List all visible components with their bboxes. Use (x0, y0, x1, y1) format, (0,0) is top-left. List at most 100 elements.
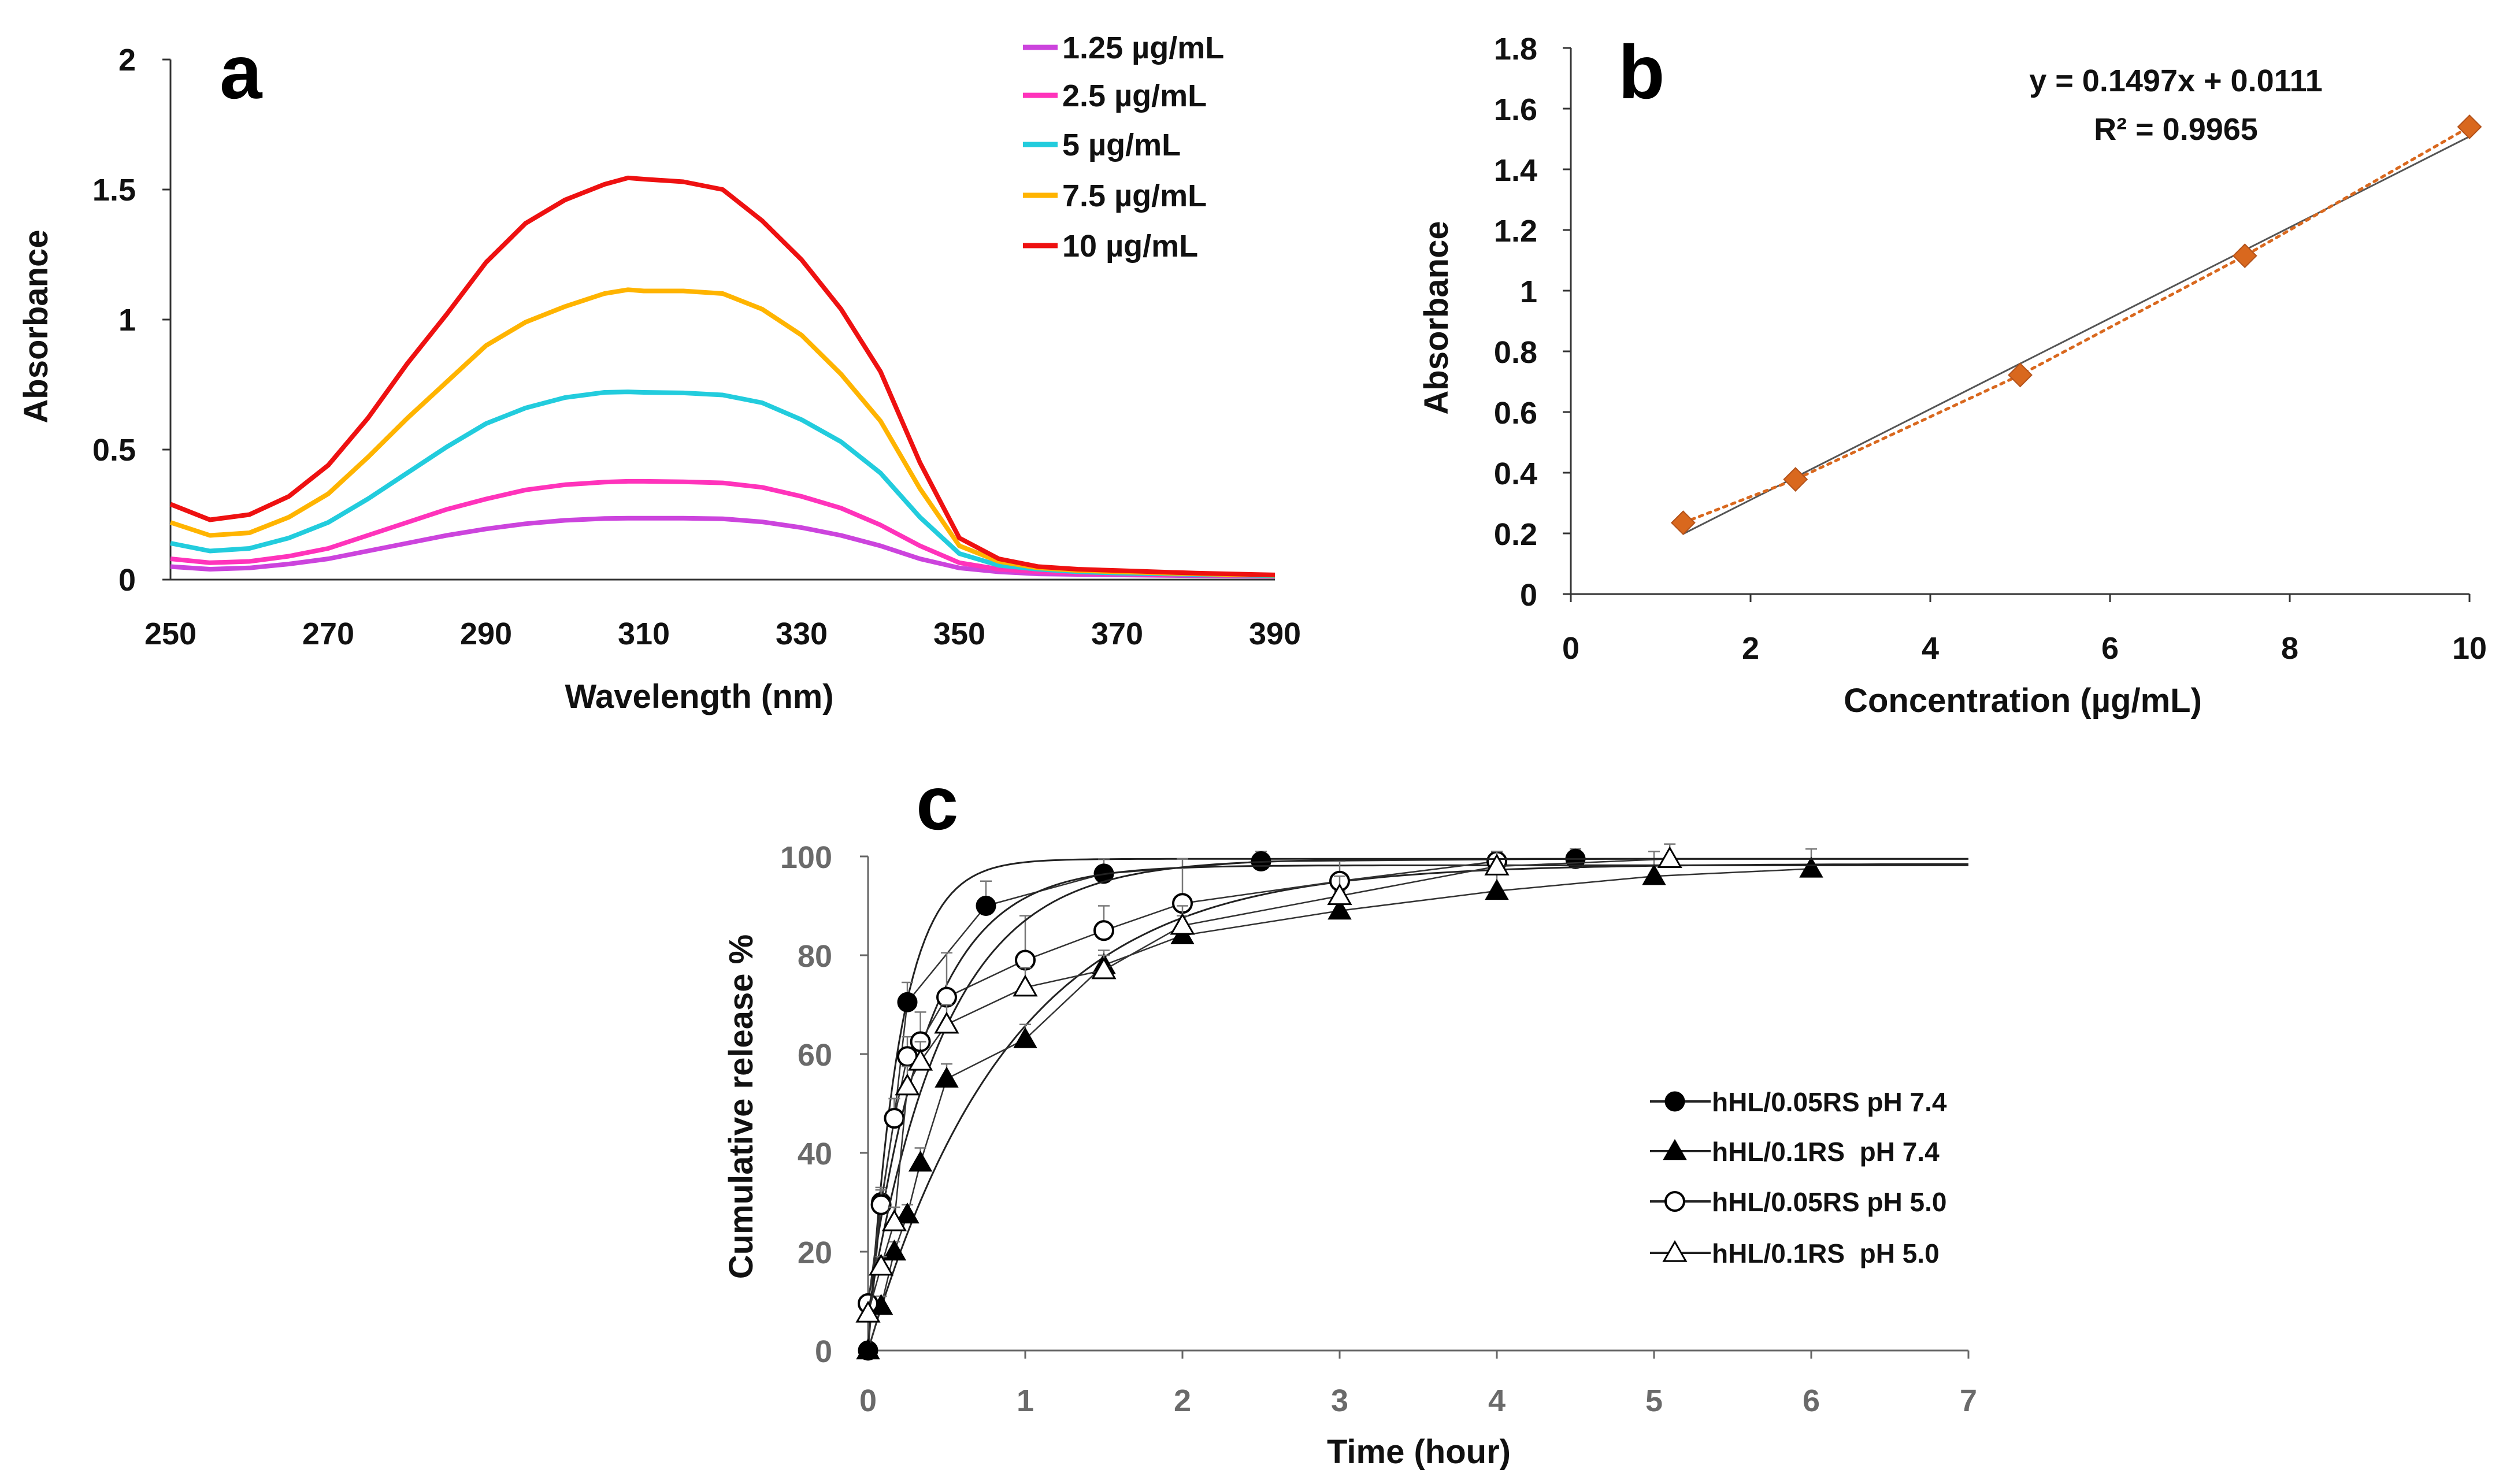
panel-c-y-axis-label: Cumulative release % (722, 934, 760, 1279)
legend-marker-filled-triangle (1663, 1138, 1687, 1160)
marker-open-triangle (934, 1011, 959, 1034)
series-fit-curve-3 (867, 864, 1968, 1304)
legend-label-7-5: 7.5 µg/mL (1062, 179, 1207, 213)
panel-c-y-tick: 80 (798, 939, 832, 974)
legend-label-hhl-01rs-ph50: hHL/0.1RS pH 5.0 (1712, 1238, 1940, 1268)
panel-b-y-tick: 1 (1520, 274, 1537, 309)
panel-b-y-tick: 0.4 (1494, 457, 1537, 491)
marker-open-circle (1015, 949, 1036, 971)
panel-b-r-squared: R² = 0.9965 (2094, 112, 2258, 147)
panel-c-y-tick: 0 (815, 1334, 832, 1369)
panel-a-y-tick: 1 (118, 303, 136, 337)
panel-b-x-axis-label: Concentration (µg/mL) (1844, 682, 2202, 719)
panel-b-x-tick: 6 (2101, 631, 2119, 666)
panel-a-y-ticks: 0 0.5 1 1.5 2 (92, 43, 136, 598)
panel-a-legend: 1.25 µg/mL 2.5 µg/mL 5 µg/mL 7.5 µg/mL 1… (1023, 31, 1224, 264)
panel-b-x-tick: 4 (1922, 631, 1939, 666)
panel-c-y-ticks: 0 20 40 60 80 100 (780, 840, 832, 1369)
panel-b-y-tick: 1.6 (1494, 92, 1537, 127)
panel-b-x-tick: 2 (1742, 631, 1759, 666)
data-point-diamond (2232, 243, 2257, 269)
legend-marker-open-triangle (1662, 1240, 1688, 1262)
panel-b: b 0 0.2 0.4 0.6 0.8 1 1.2 1.4 1.6 1.8 0 … (1418, 29, 2487, 719)
marker-open-triangle (1484, 854, 1510, 875)
panel-c-x-tick: 4 (1488, 1383, 1506, 1418)
panel-c-x-tick: 2 (1174, 1383, 1191, 1418)
panel-c-label: c (916, 760, 958, 845)
panel-c-x-ticks: 0 1 2 3 4 5 6 7 (859, 1383, 1977, 1418)
marker-open-triangle (855, 1300, 881, 1323)
panel-c-legend: hHL/0.05RS pH 7.4 hHL/0.1RS pH 7.4 hHL/0… (1650, 1087, 1947, 1268)
panel-a-y-tick: 0 (118, 563, 136, 598)
panel-c-y-tick: 40 (798, 1137, 832, 1171)
panel-a-x-ticks: 250 270 290 310 330 350 370 390 (144, 617, 1301, 651)
panel-b-plot-area (1563, 47, 2482, 602)
series-line-3 (170, 389, 1275, 578)
panel-a-plot-area (162, 58, 1275, 581)
data-point-diamond (1670, 510, 1696, 536)
marker-filled-circle (897, 992, 918, 1012)
panel-c-x-tick: 0 (859, 1383, 877, 1418)
panel-b-x-tick: 10 (2452, 631, 2487, 666)
panel-a-label: a (220, 29, 263, 114)
panel-c-x-tick: 6 (1803, 1383, 1820, 1418)
marker-open-triangle (1657, 846, 1682, 869)
panel-a-y-tick: 2 (118, 43, 136, 77)
panel-c-x-axis-label: Time (hour) (1327, 1433, 1511, 1471)
panel-a-x-axis-label: Wavelength (nm) (565, 678, 833, 715)
panel-a-y-tick: 1.5 (92, 173, 136, 207)
series-line-1 (170, 515, 1275, 579)
panel-a: a 0 0.5 1 1.5 2 250 270 290 310 330 350 … (17, 29, 1301, 715)
legend-label-hhl-005rs-ph50: hHL/0.05RS pH 5.0 (1712, 1187, 1946, 1217)
marker-open-triangle (868, 1253, 894, 1276)
panel-a-x-tick: 330 (776, 617, 828, 651)
legend-label-2-5: 2.5 µg/mL (1062, 79, 1207, 113)
marker-filled-triangle (1799, 856, 1823, 878)
panel-b-trend-line (1681, 125, 2471, 525)
panel-a-x-tick: 290 (460, 617, 512, 651)
series-line-5 (169, 175, 1275, 577)
panel-c-y-tick: 100 (780, 840, 832, 875)
legend-label-10: 10 µg/mL (1062, 229, 1198, 264)
panel-a-y-tick: 0.5 (92, 433, 136, 468)
marker-filled-triangle (908, 1151, 933, 1172)
marker-filled-triangle (1663, 1138, 1687, 1160)
marker-open-circle (884, 1108, 905, 1129)
panel-b-y-tick: 1.2 (1494, 214, 1537, 248)
marker-filled-circle (1664, 1091, 1685, 1112)
marker-open-triangle (1170, 912, 1195, 935)
series-connector-1 (867, 858, 1576, 1351)
marker-open-circle (1664, 1191, 1685, 1212)
panel-c-y-tick: 60 (798, 1038, 832, 1073)
marker-open-triangle (1662, 1240, 1688, 1262)
panel-b-x-tick: 0 (1562, 631, 1579, 666)
legend-marker-open-circle (1664, 1191, 1685, 1212)
marker-filled-triangle (1328, 899, 1352, 920)
panel-b-y-tick: 0 (1520, 578, 1537, 613)
panel-b-y-tick: 0.6 (1494, 396, 1537, 431)
legend-label-5: 5 µg/mL (1062, 128, 1181, 162)
panel-b-y-tick: 1.4 (1494, 153, 1537, 188)
marker-filled-triangle (935, 1066, 959, 1088)
marker-open-triangle (1013, 974, 1038, 997)
panel-c-plot-area (855, 843, 1970, 1361)
panel-c-x-tick: 3 (1331, 1383, 1348, 1418)
panel-c: c 0 20 40 60 80 100 0 1 2 3 4 5 6 7 Time… (722, 760, 1977, 1471)
panel-a-y-axis-label: Absorbance (17, 229, 55, 423)
series-fit-curve-4 (867, 858, 1968, 1314)
panel-b-label: b (1618, 29, 1665, 114)
panel-c-x-tick: 7 (1960, 1383, 1977, 1418)
data-point-diamond (2457, 114, 2482, 139)
marker-open-circle (936, 986, 957, 1008)
marker-filled-triangle (895, 1202, 919, 1224)
panel-c-x-tick: 5 (1645, 1383, 1663, 1418)
marker-open-triangle (1327, 883, 1352, 906)
marker-filled-triangle (1642, 864, 1666, 885)
panel-a-x-tick: 370 (1091, 617, 1143, 651)
marker-open-triangle (907, 1048, 933, 1071)
panel-c-y-tick: 20 (798, 1236, 832, 1270)
data-point-diamond (1783, 467, 1808, 492)
marker-open-circle (1093, 920, 1114, 941)
marker-open-triangle (1091, 957, 1117, 980)
